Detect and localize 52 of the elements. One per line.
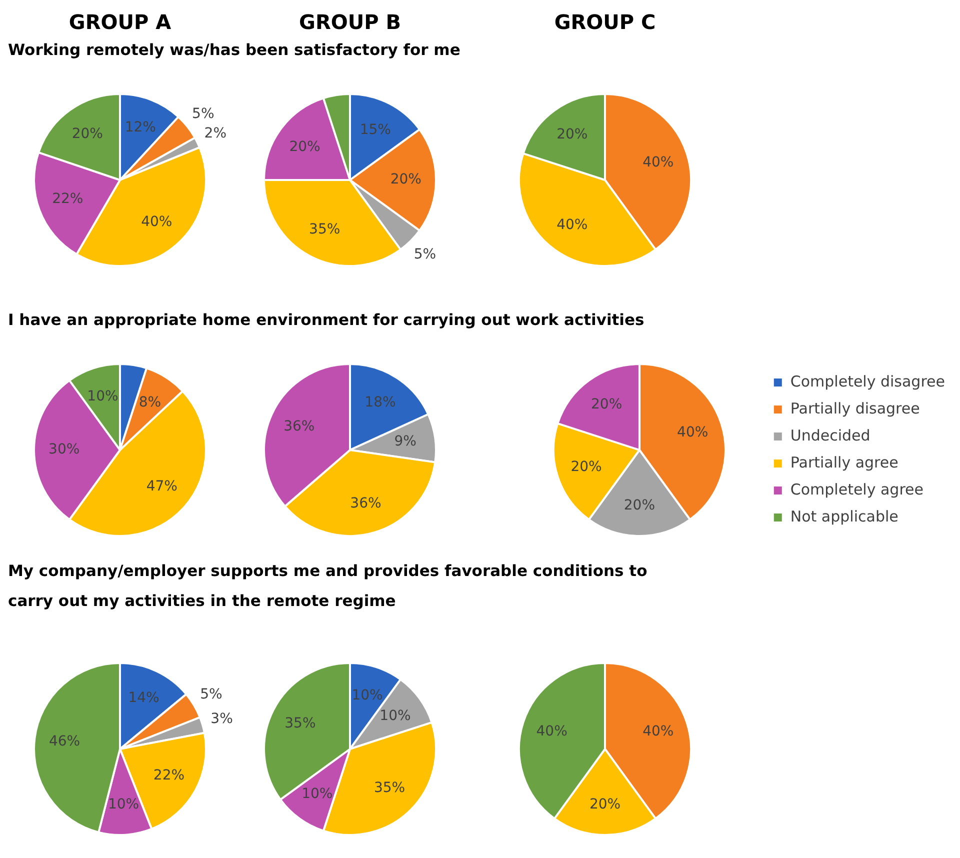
data-label: 2% [204,125,227,142]
data-label: 22% [52,191,84,208]
data-label: 10% [87,388,118,404]
data-label: 40% [642,723,674,740]
data-label: 20% [72,126,103,142]
data-label: 10% [108,796,140,812]
data-label: 20% [570,458,602,475]
data-label: 18% [364,394,396,411]
data-label: 35% [284,715,316,732]
data-label: 20% [390,172,422,188]
data-label: 47% [146,478,178,495]
data-label: 46% [48,734,80,750]
data-label: 20% [289,138,320,155]
data-label: 3% [210,711,233,728]
data-label: 40% [642,154,674,170]
data-label: 35% [374,780,406,796]
chart-title: GROUP B [298,10,402,34]
data-label: 5% [414,246,436,263]
data-label: 9% [394,434,416,450]
data-label: 12% [124,120,156,136]
chart-title: GROUP A [68,10,172,34]
data-label: 15% [360,122,391,138]
data-label: 40% [141,214,172,230]
data-label: 20% [556,126,588,142]
data-label: 20% [624,498,656,514]
data-label: 40% [556,216,588,233]
data-label: 8% [138,394,162,410]
data-label: 20% [591,396,622,412]
data-label: 36% [350,495,382,512]
data-label: 40% [677,424,708,440]
data-label: 10% [380,708,411,724]
legend-label: Partially agree [790,453,898,472]
data-label: 14% [128,690,160,706]
data-label: 10% [352,687,383,704]
legend-label: Completely disagree [790,372,946,390]
data-label: 5% [200,686,222,703]
data-label: 40% [536,723,568,740]
legend-label: Not applicable [790,507,898,526]
data-label: 35% [309,221,340,238]
data-label: 10% [302,786,333,802]
data-label: 5% [192,106,214,122]
text: My company/employer supports me and provides favorable conditions to carry out my activities in the remote regime [8,561,648,612]
data-label: 30% [48,442,80,458]
legend-label: Partially disagree [790,399,920,418]
legend-label: Completely agree [790,480,924,498]
legend-label: Undecided [790,426,870,444]
data-label: 36% [284,418,315,434]
chart-subtitle: Working remotely was/has been satisfactory for me [8,40,462,61]
text: I have an appropriate home environment for carrying out work activities [8,310,646,331]
data-label: 22% [153,768,185,784]
data-label: 20% [589,796,621,813]
chart-title: GROUP C [553,10,657,34]
